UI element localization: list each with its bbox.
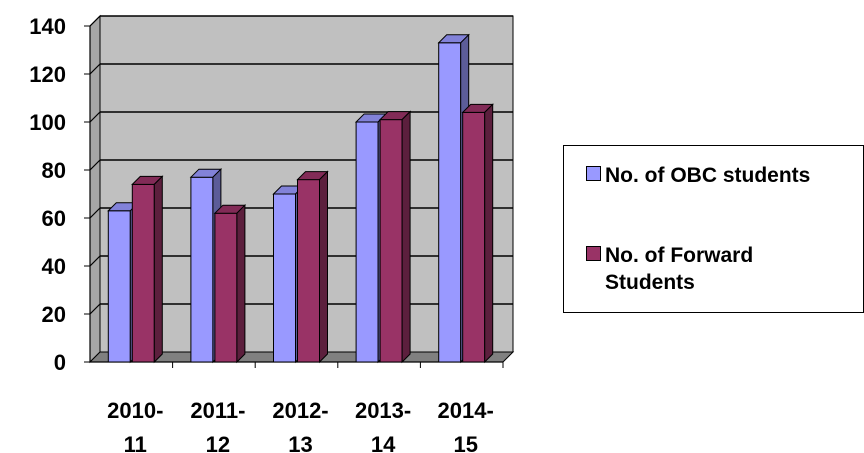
axis-labels: 0 20 40 60 80 100 120 140 2010- 11 2011- 12 2012- 13 2…: [29, 14, 494, 453]
y-tick-label-80: 80: [42, 158, 66, 183]
legend-swatch-forward: [586, 246, 601, 261]
legend-label-obc: No. of OBC students: [605, 164, 811, 187]
bar-front: [462, 111, 486, 363]
x-tick-label-2-1: 13: [288, 432, 312, 453]
gridline-side-120: [89, 63, 101, 75]
gridline-side-80: [89, 159, 101, 171]
bar-front: [214, 212, 238, 363]
y-tick-label-120: 120: [29, 62, 66, 87]
bar-front: [131, 183, 155, 363]
y-tick-label-140: 140: [29, 14, 66, 39]
legend-label-forward-line1: No. of Forward: [605, 244, 754, 267]
bar-front: [190, 176, 214, 363]
legend-item-obc: No. of OBC students: [586, 162, 810, 189]
bar-1-3: [378, 110, 412, 364]
legend: No. of OBC students No. of Forward Stude…: [563, 145, 864, 313]
bar-1-4: [461, 103, 494, 364]
bar-front: [273, 193, 296, 363]
bar-1-0: [131, 175, 164, 364]
x-tick-label-1-0: 2011-: [190, 398, 245, 423]
gridline-side-140: [89, 15, 101, 27]
y-tick-label-100: 100: [29, 110, 66, 135]
x-tick-label-0-1: 11: [124, 432, 147, 453]
x-tick-label-1-1: 12: [206, 432, 230, 453]
y-tick-label-40: 40: [42, 254, 66, 279]
y-tick-label-60: 60: [42, 206, 66, 231]
x-tick-label-3-1: 14: [371, 432, 396, 453]
gridline-side-20: [89, 303, 101, 315]
gridline-side-40: [89, 255, 101, 267]
bar-front: [107, 210, 131, 363]
bars: [107, 33, 494, 364]
gridline-side-100: [89, 111, 101, 123]
bar-side: [401, 110, 411, 364]
bar-side: [484, 103, 494, 364]
gridline-side-60: [89, 207, 101, 219]
bar-side: [319, 170, 328, 364]
x-tick-label-3-0: 2013-: [355, 398, 411, 423]
legend-swatch-obc: [586, 166, 601, 181]
x-tick-label-4-0: 2014-: [438, 398, 494, 423]
x-tick-label-4-1: 15: [453, 432, 477, 453]
bar-side: [236, 203, 246, 364]
bar-1-2: [296, 170, 329, 364]
x-tick-label-0-0: 2010-: [107, 398, 163, 423]
bar-front: [438, 42, 462, 363]
bar-front: [355, 121, 379, 363]
bar-front: [379, 119, 403, 363]
y-tick-label-0: 0: [54, 350, 66, 375]
bar-1-1: [213, 203, 247, 364]
axes: [84, 25, 504, 368]
bar-front: [297, 179, 320, 363]
side-wall: [89, 14, 101, 364]
legend-item-forward: No. of Forward Students: [586, 242, 753, 296]
bar-side: [153, 175, 163, 364]
y-tick-label-20: 20: [42, 302, 66, 327]
legend-label-forward-line2: Students: [605, 271, 695, 294]
x-tick-label-2-0: 2012-: [272, 398, 328, 423]
